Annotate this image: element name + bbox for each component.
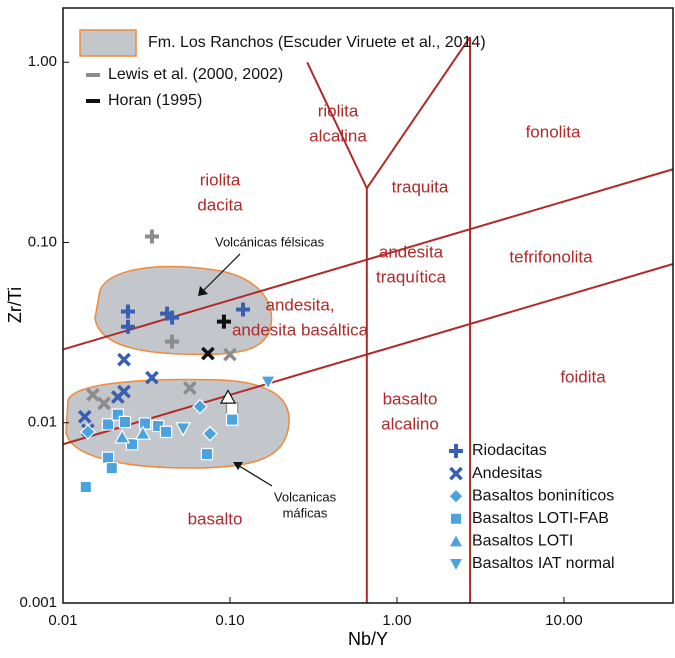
field-label: traquita [392, 177, 449, 196]
field-label: andesita [379, 242, 444, 261]
legend-label: Basaltos boniníticos [472, 487, 614, 504]
legend-label: Basaltos IAT normal [472, 555, 615, 572]
point [120, 319, 135, 334]
y-tick-label: 1.00 [28, 53, 57, 70]
point [110, 390, 125, 404]
arrow [199, 253, 241, 295]
legend-label: Andesitas [472, 465, 542, 482]
point [183, 381, 197, 395]
point [219, 389, 237, 404]
point [101, 451, 115, 464]
point [114, 429, 131, 444]
legend-swatch [447, 533, 465, 548]
x-axis-title: Nb/Y [348, 629, 388, 649]
boundary-line [62, 168, 674, 351]
plot-frame [62, 7, 674, 604]
legend-swatch [447, 557, 465, 573]
x-tick-label: 0.01 [48, 612, 77, 629]
legend-label: Basaltos LOTI [472, 533, 573, 550]
point [223, 347, 237, 362]
field-label: traquítica [376, 267, 446, 286]
y-tick-label: 0.10 [28, 233, 57, 250]
field-label: riolita [200, 170, 241, 189]
y-axis-title: Zr/Ti [5, 287, 25, 323]
point [117, 352, 131, 367]
point [165, 310, 180, 325]
point [144, 229, 159, 244]
legend-label: Fm. Los Ranchos (Escuder Viruete et al.,… [148, 34, 486, 51]
point [165, 334, 180, 349]
point [118, 415, 132, 429]
annotation: máficas [283, 505, 328, 520]
axes: Nb/Y Zr/Ti 0.01 0.10 1.00 10.000.0010.010.1… [5, 53, 583, 649]
point [86, 387, 100, 402]
point [260, 375, 277, 390]
arrow [235, 463, 273, 487]
point [192, 398, 208, 415]
legend: Fm. Los Ranchos (Escuder Viruete et al.,… [79, 29, 615, 573]
point [216, 314, 231, 329]
point [201, 346, 215, 361]
field-label: tefrifonolita [509, 247, 593, 266]
point [225, 413, 239, 426]
point [138, 417, 152, 430]
legend-region-swatch [79, 29, 137, 57]
field-label: alcalina [309, 126, 367, 145]
point [125, 438, 139, 451]
y-tick-label: 0.01 [28, 414, 57, 431]
y-tick-label: 0.001 [19, 594, 57, 611]
point [225, 402, 239, 415]
boundary-line [62, 263, 674, 446]
field-label: basalto [383, 389, 438, 408]
legend-swatch [449, 512, 463, 525]
point [101, 418, 115, 431]
points [77, 229, 277, 494]
point [105, 461, 118, 475]
point [202, 425, 218, 442]
point [134, 425, 151, 440]
field-boundaries [62, 36, 674, 603]
legend-label: Horan (1995) [108, 92, 202, 109]
x-tick-label: 1.00 [382, 612, 411, 629]
legend-swatch [449, 466, 463, 481]
point [159, 425, 173, 439]
annotation: Volcánicas félsicas [215, 234, 325, 249]
legend-label: Lewis et al. (2000, 2002) [108, 66, 283, 83]
arrow-head [198, 286, 208, 296]
legend-label: Basaltos LOTI-FAB [472, 510, 609, 527]
point [175, 422, 192, 437]
field-label: alcalino [381, 414, 439, 433]
field-label: fonolita [526, 122, 581, 141]
field-label: dacita [197, 195, 243, 214]
field-label: andesita, [266, 295, 335, 314]
point [77, 409, 92, 424]
point [97, 396, 111, 411]
legend-swatch [449, 444, 463, 458]
annotation: Volcanicas [274, 489, 337, 504]
x-tick-label: 10.00 [545, 612, 583, 629]
point [80, 424, 96, 440]
legend-swatch [448, 488, 464, 505]
point [79, 480, 93, 494]
point [120, 304, 135, 319]
point [145, 370, 159, 385]
arrow-head [233, 462, 243, 470]
point [200, 447, 214, 461]
x-tick-label: 0.10 [215, 612, 244, 629]
felsic-field [94, 265, 273, 356]
field-labels: riolita alcalina riolita dacita fonolita traq… [188, 101, 607, 528]
field-label: andesita basáltica [232, 320, 369, 339]
field-label: riolita [318, 101, 359, 120]
point [236, 302, 251, 317]
field-label: basalto [188, 509, 243, 528]
field-label: foidita [560, 367, 606, 386]
legend-label: Riodacitas [472, 442, 547, 459]
